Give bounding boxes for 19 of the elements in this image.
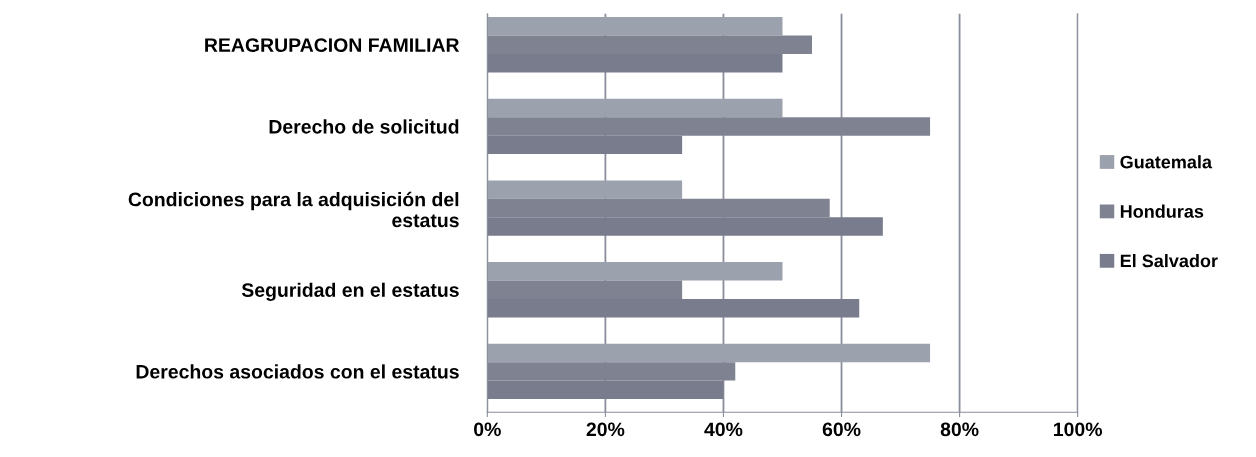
x-tick-label: 0% [474,422,501,437]
x-tick-label: 60% [822,422,861,437]
y-tick-label: Condiciones para la adquisición del estatus [128,191,459,228]
bar [487,98,783,118]
x-tick-label: 100% [1054,422,1102,437]
y-tick-label: Derecho de solicitud [269,119,459,134]
legend-label: Guatemala [1120,155,1213,169]
x-tick-label: 80% [940,422,979,437]
y-tick-label: Derechos asociados con el estatus [136,364,459,379]
bar [487,180,683,199]
x-tick-label: 40% [704,422,743,437]
legend-label: Honduras [1120,204,1204,218]
legend-label: El Salvador [1120,254,1218,268]
bar [487,262,783,281]
y-tick-label: Seguridad en el estatus [241,282,459,301]
y-tick-label: REAGRUPACION FAMILIAR [205,38,460,52]
bar [487,343,931,363]
bar [487,17,783,36]
x-tick-label: 20% [586,422,625,437]
